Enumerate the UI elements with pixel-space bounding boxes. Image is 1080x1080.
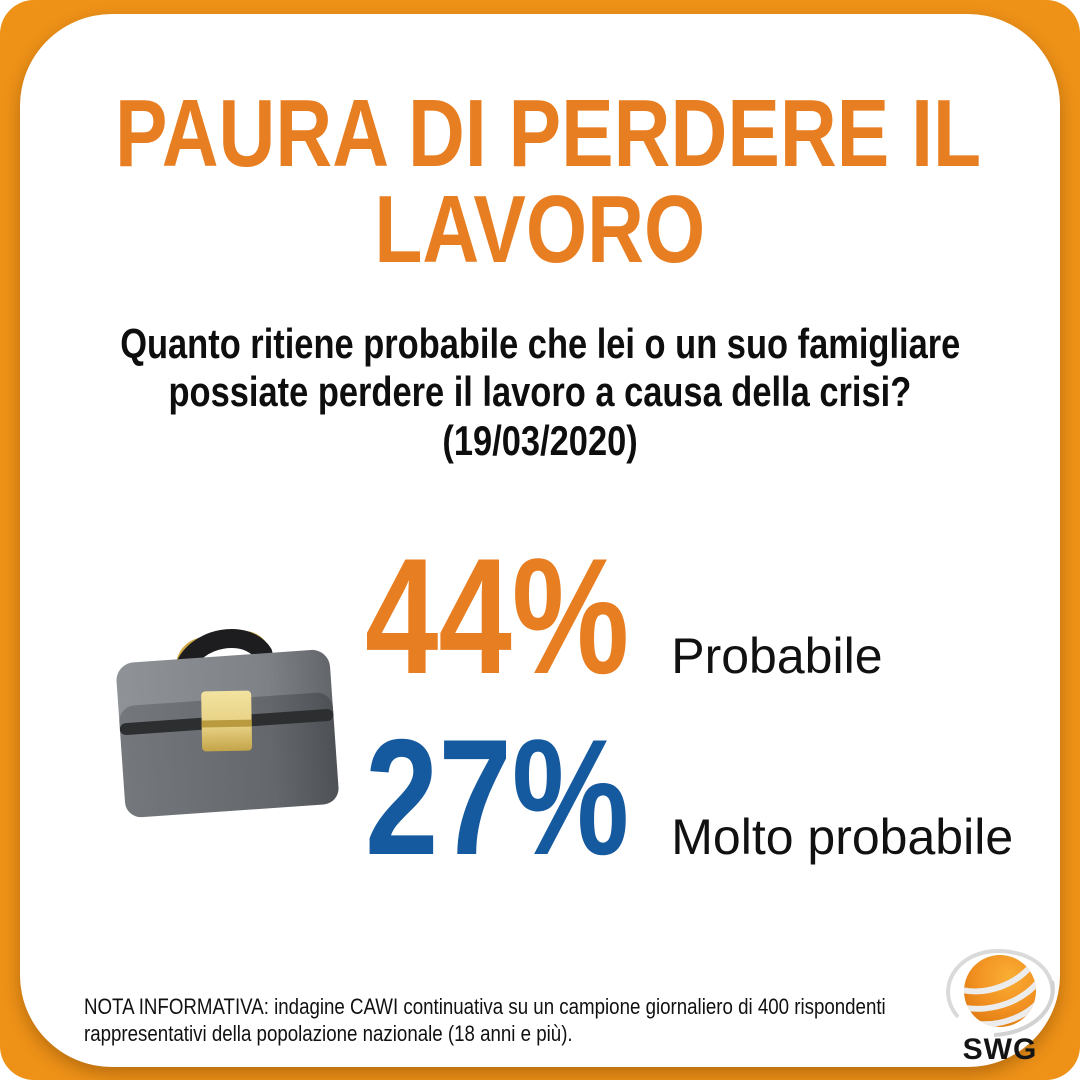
- survey-question-line-1: Quanto ritiene probabile che lei o un su…: [119, 320, 961, 367]
- swg-logo-text: SWG: [962, 1033, 1038, 1066]
- stat-label-molto-probabile: Molto probabile: [671, 809, 1014, 865]
- footer-note-line-1: NOTA INFORMATIVA: indagine CAWI continua…: [84, 994, 886, 1019]
- content-card: PAURA DI PERDERE IL LAVORO Quanto ritien…: [20, 14, 1060, 1067]
- stat-value-molto-probabile: 27%: [365, 705, 630, 889]
- stats-list: 44% Probabile 27% Molto probabile: [365, 534, 1013, 880]
- footer-note-line-2: rappresentativi della popolazione nazion…: [84, 1021, 573, 1047]
- survey-date: (19/03/2020): [442, 416, 638, 464]
- stat-row-probabile: 44% Probabile: [365, 534, 1013, 699]
- footer-note: NOTA INFORMATIVA: indagine CAWI continua…: [84, 993, 984, 1048]
- swg-logo: SWG: [932, 945, 1068, 1067]
- survey-question: Quanto ritiene probabile che lei o un su…: [20, 320, 1060, 465]
- page-title-line-2: LAVORO: [374, 176, 706, 283]
- swg-globe-icon: [946, 948, 1055, 1037]
- stat-row-molto-probabile: 27% Molto probabile: [365, 715, 1013, 880]
- page-title: PAURA DI PERDERE IL LAVORO: [20, 86, 1060, 278]
- briefcase-icon: [102, 592, 352, 847]
- stat-label-probabile: Probabile: [671, 628, 883, 684]
- survey-question-line-2: possiate perdere il lavoro a causa della…: [168, 368, 912, 416]
- stat-value-probabile: 44%: [365, 524, 630, 708]
- page-title-line-1: PAURA DI PERDERE IL: [115, 80, 982, 187]
